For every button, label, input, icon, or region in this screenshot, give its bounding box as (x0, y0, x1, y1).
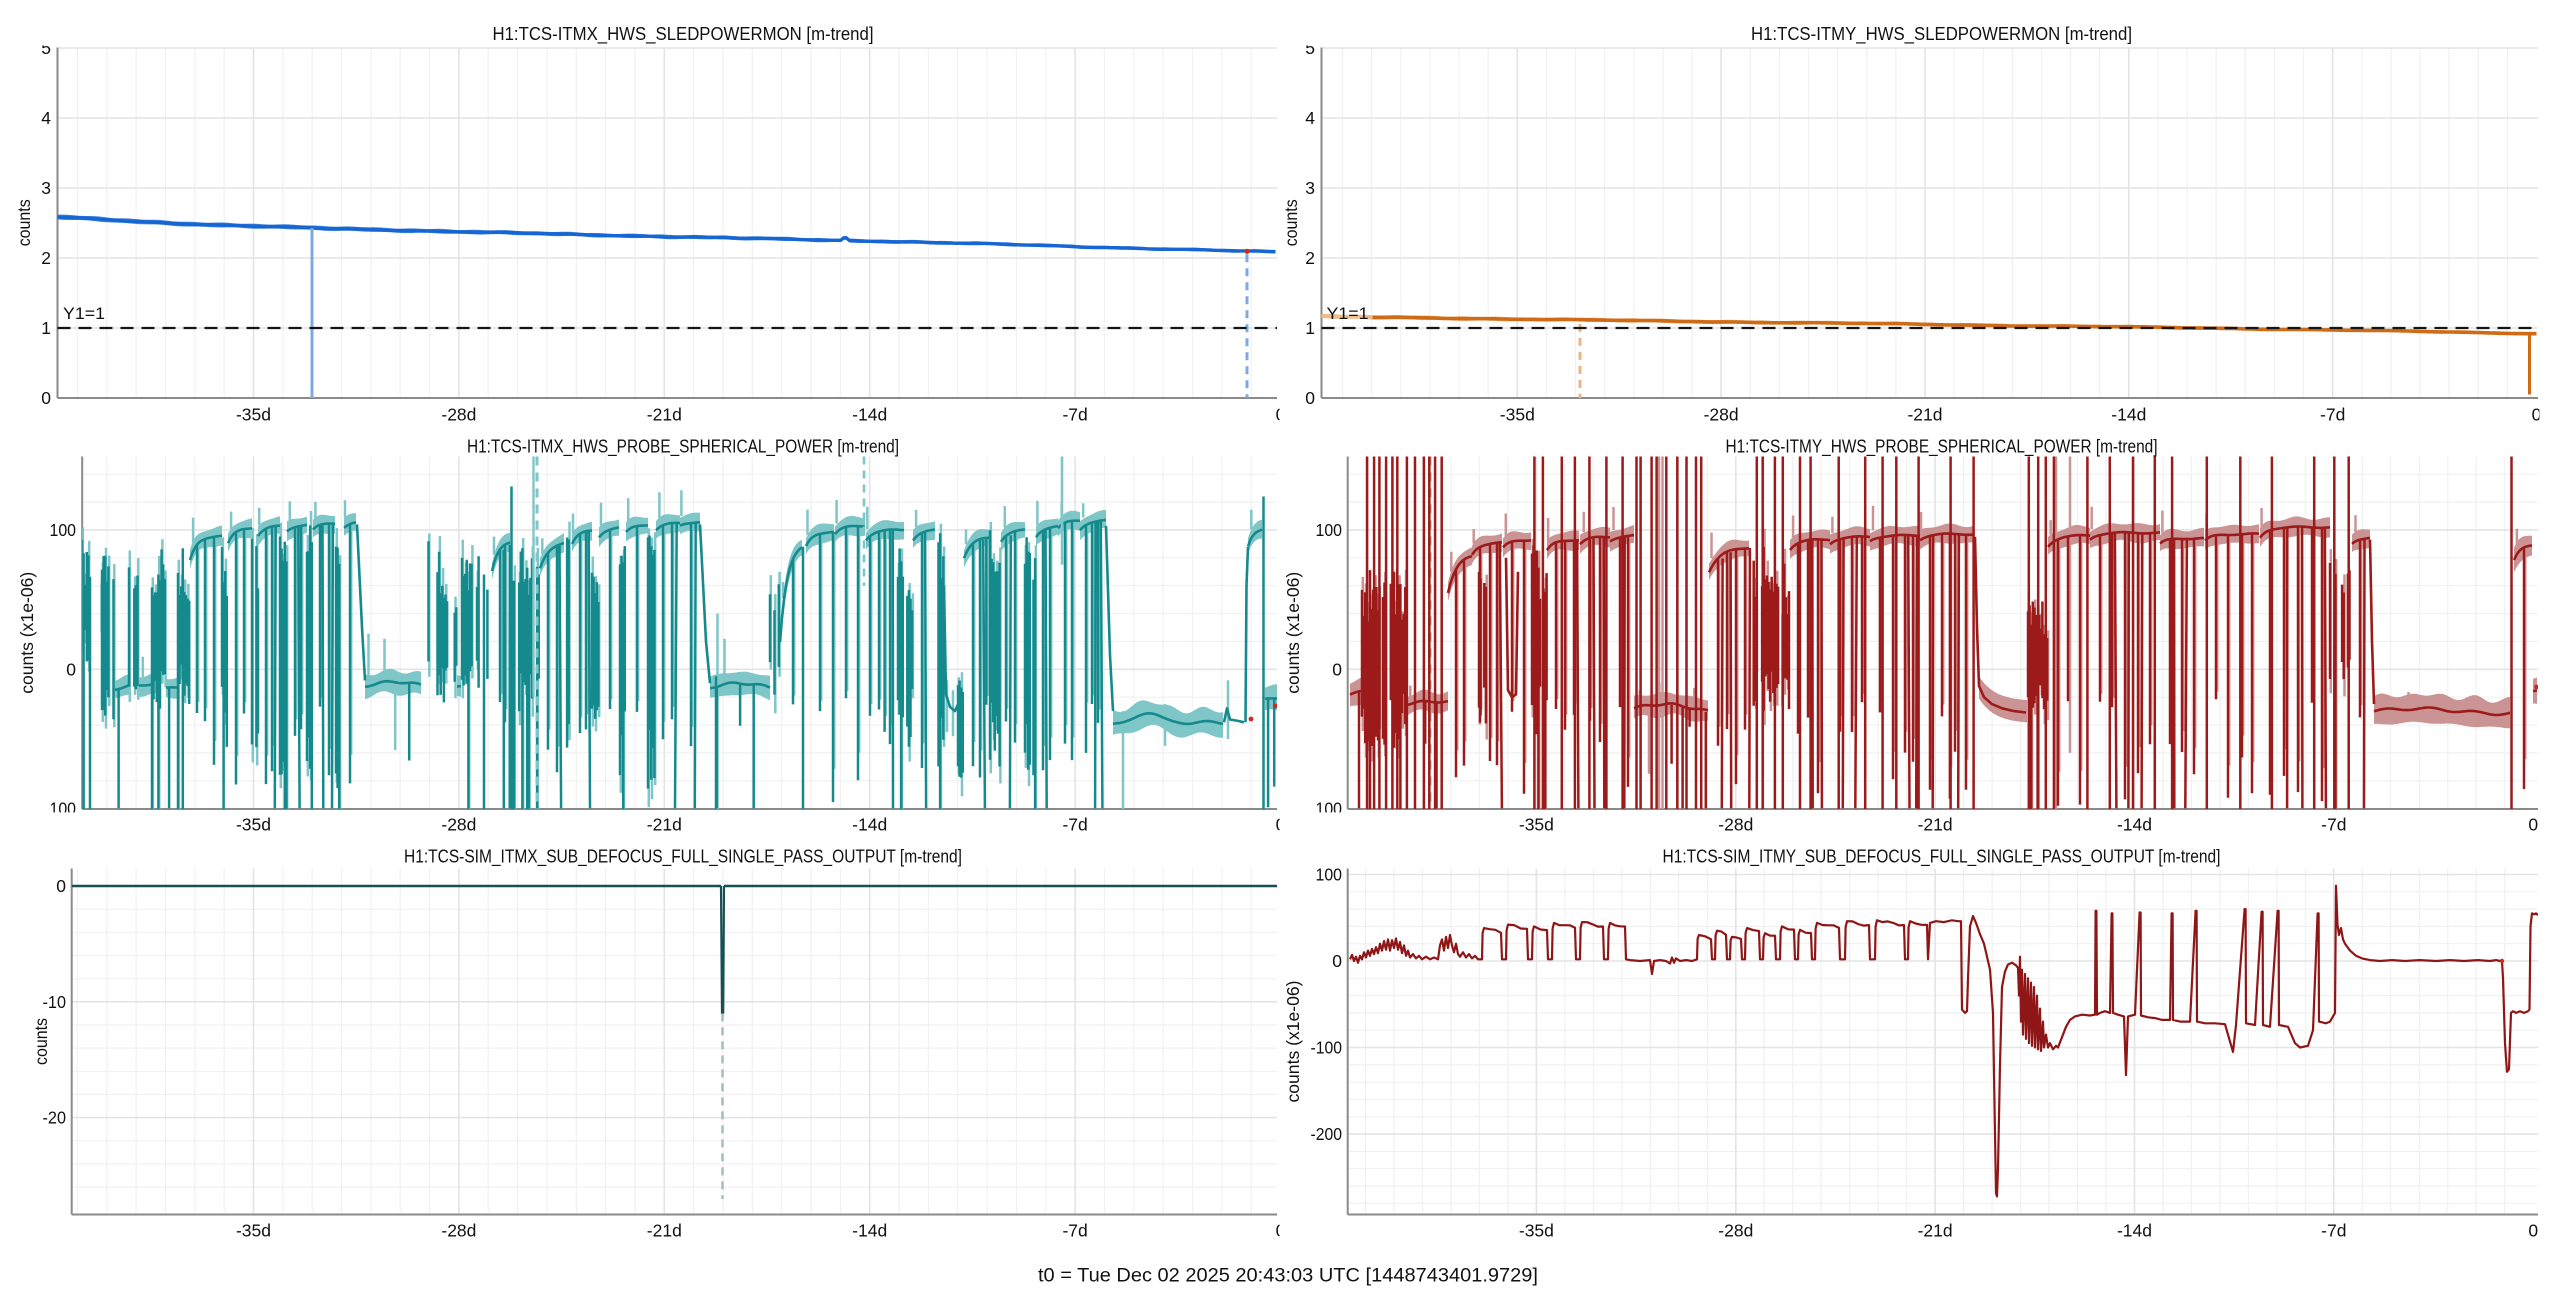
svg-text:-14d: -14d (2117, 1220, 2152, 1240)
svg-text:H1:TCS-SIM_ITMX_SUB_DEFOCUS_FU: H1:TCS-SIM_ITMX_SUB_DEFOCUS_FULL_SINGLE_… (404, 847, 962, 868)
svg-text:-28d: -28d (441, 404, 476, 424)
svg-text:0: 0 (2528, 1220, 2538, 1240)
svg-text:counts: counts (14, 199, 34, 246)
svg-text:-14d: -14d (2117, 814, 2152, 834)
svg-text:0: 0 (1332, 659, 1342, 679)
svg-text:5: 5 (1305, 38, 1315, 58)
svg-text:-28d: -28d (441, 1220, 476, 1240)
svg-text:-21d: -21d (647, 404, 682, 424)
svg-text:-35d: -35d (1519, 1220, 1554, 1240)
svg-text:-28d: -28d (1718, 814, 1753, 834)
svg-text:-14d: -14d (2111, 404, 2146, 424)
svg-text:0: 0 (2528, 814, 2538, 834)
svg-text:100: 100 (1316, 865, 1343, 885)
svg-text:-14d: -14d (852, 814, 887, 834)
svg-text:-21d: -21d (1907, 404, 1942, 424)
svg-text:-14d: -14d (852, 1220, 887, 1240)
svg-text:-21d: -21d (1918, 814, 1953, 834)
svg-text:-35d: -35d (236, 1220, 271, 1240)
svg-text:3: 3 (1305, 178, 1315, 198)
svg-text:0: 0 (2532, 404, 2542, 424)
svg-text:-35d: -35d (236, 404, 271, 424)
svg-text:counts (x1e-06): counts (x1e-06) (1283, 981, 1303, 1103)
svg-text:3: 3 (41, 178, 51, 198)
svg-text:counts: counts (31, 1018, 51, 1065)
svg-text:-10: -10 (43, 992, 67, 1012)
svg-text:-21d: -21d (647, 1220, 682, 1240)
svg-text:Y1=1: Y1=1 (1327, 304, 1369, 323)
svg-text:-7d: -7d (2321, 814, 2346, 834)
svg-text:5: 5 (41, 38, 51, 58)
svg-text:-28d: -28d (441, 814, 476, 834)
svg-text:-100: -100 (1311, 1038, 1343, 1058)
svg-text:-200: -200 (1311, 1124, 1343, 1144)
svg-text:2: 2 (41, 248, 51, 268)
svg-text:H1:TCS-ITMY_HWS_PROBE_SPHERICA: H1:TCS-ITMY_HWS_PROBE_SPHERICAL_POWER [m… (1726, 436, 2158, 457)
svg-text:4: 4 (1305, 108, 1315, 128)
svg-text:-7d: -7d (1062, 404, 1087, 424)
svg-text:0: 0 (56, 876, 66, 896)
svg-text:-7d: -7d (2321, 1220, 2346, 1240)
svg-text:-28d: -28d (1718, 1220, 1753, 1240)
svg-text:1: 1 (1305, 318, 1315, 338)
svg-text:-35d: -35d (1500, 404, 1535, 424)
svg-text:-20: -20 (43, 1108, 67, 1128)
svg-text:-28d: -28d (1704, 404, 1739, 424)
svg-text:H1:TCS-ITMX_HWS_PROBE_SPHERICA: H1:TCS-ITMX_HWS_PROBE_SPHERICAL_POWER [m… (467, 436, 899, 457)
svg-text:-7d: -7d (1062, 1220, 1087, 1240)
svg-text:-14d: -14d (852, 404, 887, 424)
svg-text:counts (x1e-06): counts (x1e-06) (17, 572, 37, 694)
svg-text:t0 = Tue Dec 02 2025 20:43:03: t0 = Tue Dec 02 2025 20:43:03 UTC [14487… (1038, 1265, 1538, 1286)
svg-text:-35d: -35d (1519, 814, 1554, 834)
svg-text:-7d: -7d (1062, 814, 1087, 834)
svg-text:2: 2 (1305, 248, 1315, 268)
svg-text:0: 0 (1305, 388, 1315, 408)
svg-text:Y1=1: Y1=1 (63, 304, 105, 323)
svg-text:H1:TCS-ITMY_HWS_SLEDPOWERMON [: H1:TCS-ITMY_HWS_SLEDPOWERMON [m-trend] (1751, 24, 2132, 45)
svg-text:100: 100 (1316, 520, 1343, 540)
svg-text:0: 0 (66, 659, 76, 679)
svg-text:-7d: -7d (2320, 404, 2345, 424)
svg-text:-21d: -21d (647, 814, 682, 834)
svg-text:counts: counts (1281, 199, 1301, 246)
svg-text:100: 100 (50, 520, 77, 540)
svg-text:H1:TCS-ITMX_HWS_SLEDPOWERMON [: H1:TCS-ITMX_HWS_SLEDPOWERMON [m-trend] (493, 24, 874, 45)
svg-text:H1:TCS-SIM_ITMY_SUB_DEFOCUS_FU: H1:TCS-SIM_ITMY_SUB_DEFOCUS_FULL_SINGLE_… (1663, 847, 2221, 868)
svg-text:-35d: -35d (236, 814, 271, 834)
svg-text:-21d: -21d (1918, 1220, 1953, 1240)
svg-text:counts (x1e-06): counts (x1e-06) (1283, 572, 1303, 694)
svg-text:0: 0 (41, 388, 51, 408)
svg-text:0: 0 (1332, 951, 1342, 971)
svg-text:4: 4 (41, 108, 51, 128)
svg-text:1: 1 (41, 318, 51, 338)
